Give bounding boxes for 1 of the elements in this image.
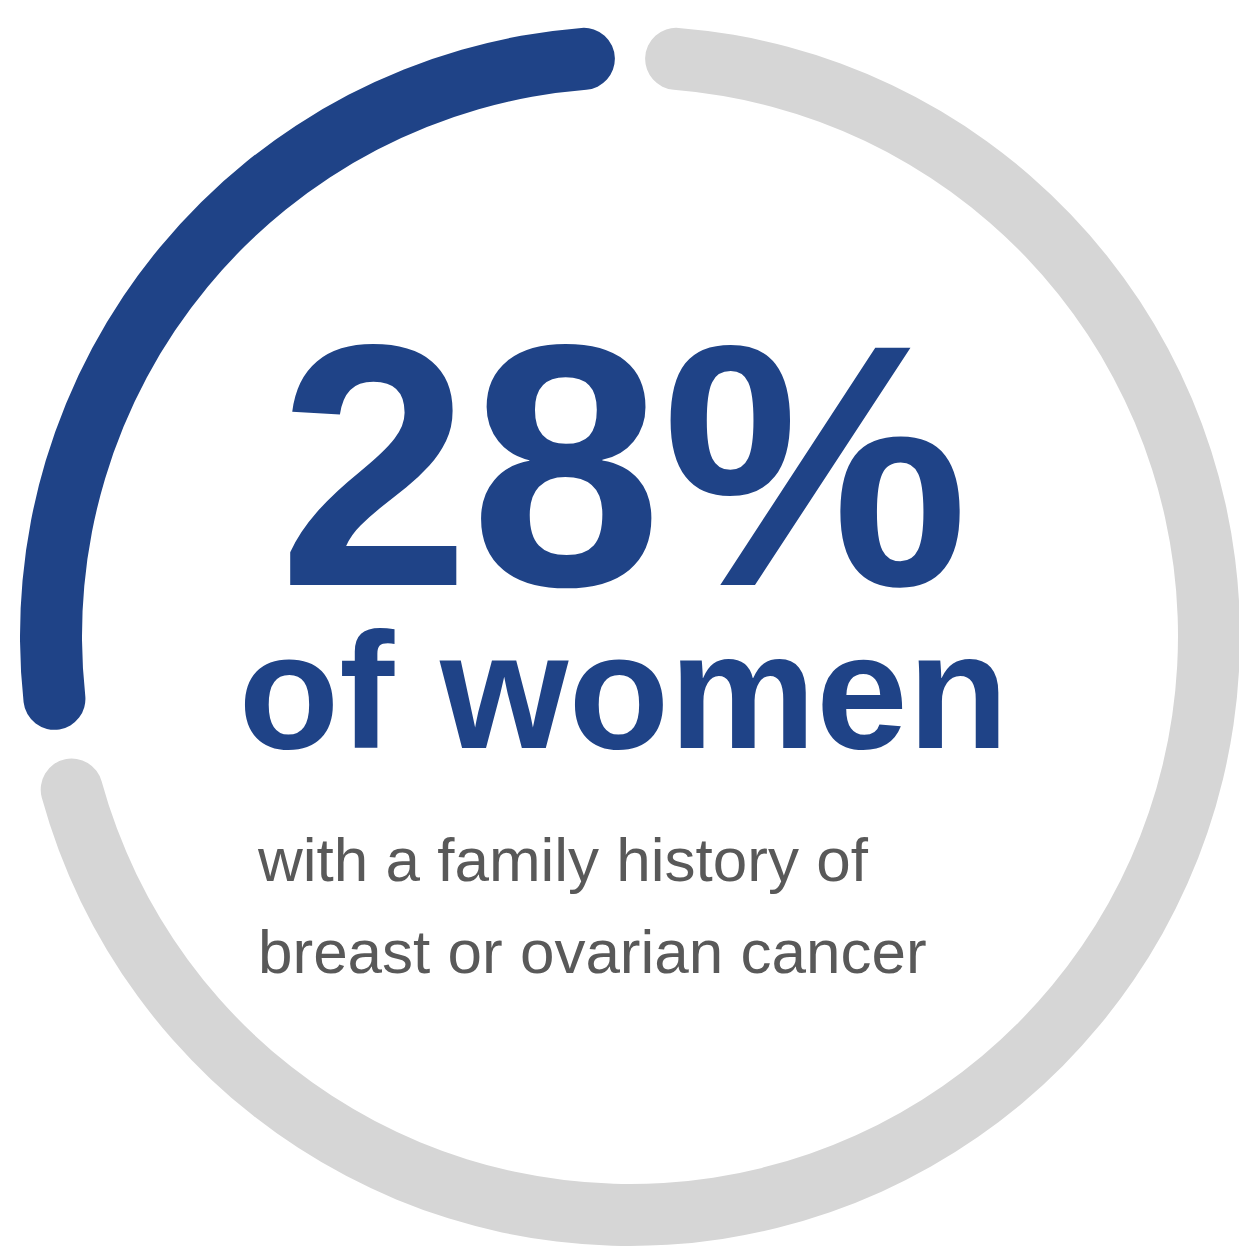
text: with a family history of breast or ovarian cancer	[257, 824, 927, 986]
